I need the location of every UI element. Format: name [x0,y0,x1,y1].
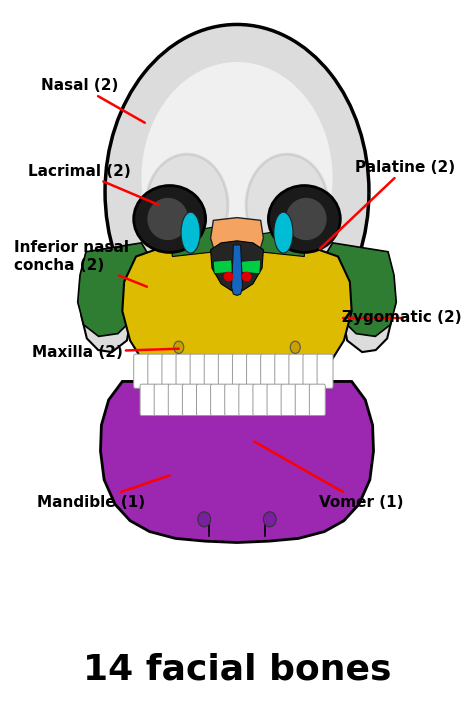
Polygon shape [322,243,396,336]
Polygon shape [210,218,264,279]
FancyBboxPatch shape [210,384,227,415]
Text: Inferior nasal
concha (2): Inferior nasal concha (2) [14,240,147,287]
Ellipse shape [174,341,184,353]
Text: Vomer (1): Vomer (1) [254,442,403,510]
Ellipse shape [181,212,200,253]
FancyBboxPatch shape [289,354,305,388]
Ellipse shape [268,186,340,252]
Ellipse shape [146,154,228,257]
Ellipse shape [290,341,300,353]
FancyBboxPatch shape [190,354,206,388]
FancyBboxPatch shape [176,354,192,388]
FancyBboxPatch shape [310,384,325,415]
FancyBboxPatch shape [317,354,333,388]
FancyBboxPatch shape [140,384,156,415]
Text: Maxilla (2): Maxilla (2) [32,345,179,360]
FancyBboxPatch shape [232,354,248,388]
Polygon shape [210,241,264,292]
FancyBboxPatch shape [246,354,263,388]
Ellipse shape [105,24,369,359]
Polygon shape [259,228,304,257]
Polygon shape [231,245,243,296]
FancyBboxPatch shape [168,384,184,415]
Ellipse shape [198,512,210,527]
FancyBboxPatch shape [197,384,212,415]
FancyBboxPatch shape [225,384,241,415]
FancyBboxPatch shape [134,354,150,388]
Text: Nasal (2): Nasal (2) [41,78,145,123]
Ellipse shape [274,212,293,253]
FancyBboxPatch shape [154,384,170,415]
FancyBboxPatch shape [295,384,311,415]
Text: Mandible (1): Mandible (1) [37,476,170,510]
Polygon shape [122,236,352,391]
FancyBboxPatch shape [267,384,283,415]
Text: 14 facial bones: 14 facial bones [83,653,391,687]
FancyBboxPatch shape [204,354,220,388]
Ellipse shape [141,62,333,294]
Polygon shape [170,228,215,257]
Polygon shape [78,243,152,336]
Polygon shape [343,253,392,352]
FancyBboxPatch shape [281,384,297,415]
FancyBboxPatch shape [239,384,255,415]
FancyBboxPatch shape [303,354,319,388]
Polygon shape [82,253,131,352]
FancyBboxPatch shape [261,354,277,388]
FancyBboxPatch shape [275,354,291,388]
Text: Lacrimal (2): Lacrimal (2) [27,164,158,205]
Ellipse shape [286,198,327,240]
Polygon shape [100,381,374,542]
FancyBboxPatch shape [219,354,234,388]
Ellipse shape [264,512,276,527]
Polygon shape [242,260,261,274]
Ellipse shape [134,186,206,252]
Polygon shape [213,260,232,274]
FancyBboxPatch shape [148,354,164,388]
FancyBboxPatch shape [253,384,269,415]
Text: Zygomatic (2): Zygomatic (2) [342,311,461,326]
Text: Palatine (2): Palatine (2) [320,160,456,249]
FancyBboxPatch shape [182,384,198,415]
Ellipse shape [246,154,328,257]
Ellipse shape [147,198,188,240]
FancyBboxPatch shape [162,354,178,388]
